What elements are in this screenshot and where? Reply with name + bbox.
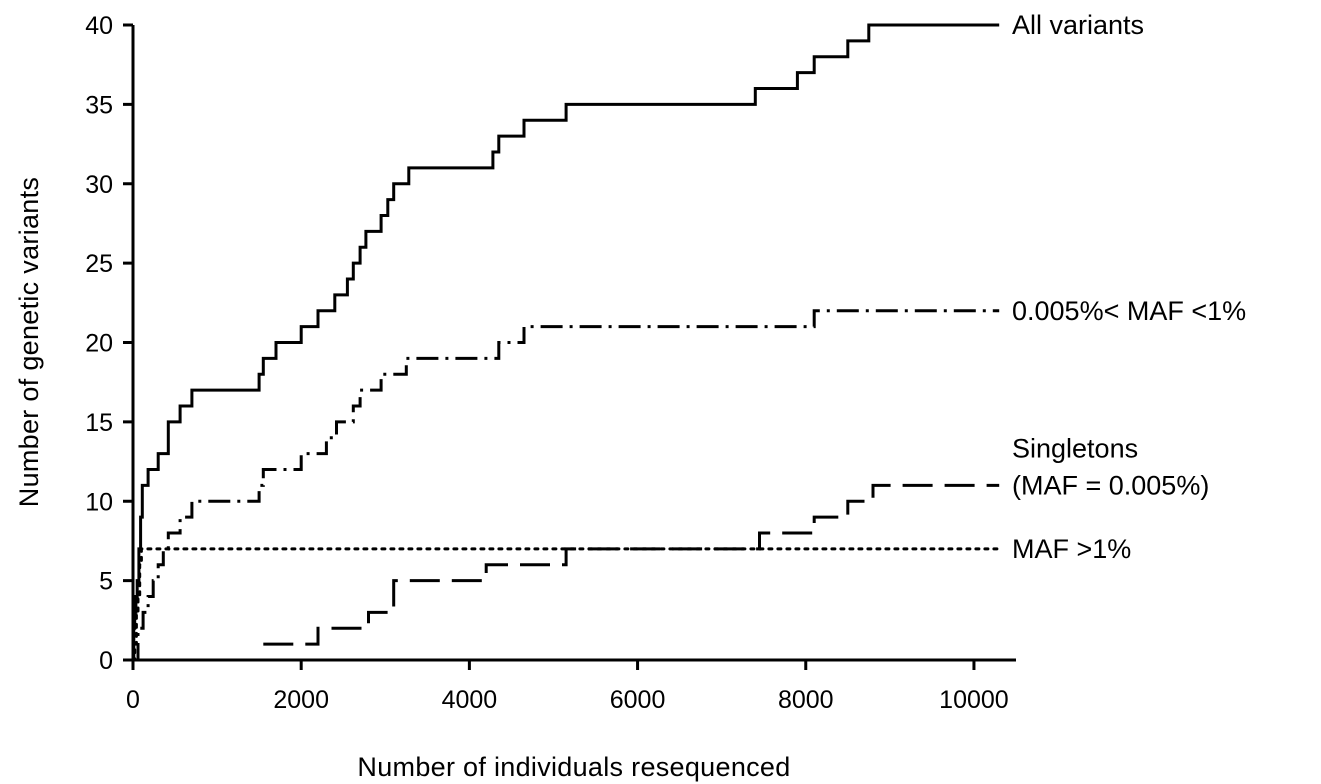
- y-tick-label: 25: [85, 250, 113, 278]
- series-label-line2: (MAF = 0.005%): [1012, 470, 1209, 500]
- axes: [131, 25, 1016, 662]
- x-tick-label: 10000: [939, 686, 1009, 714]
- y-tick-label: 15: [85, 409, 113, 437]
- y-tick-label: 40: [85, 12, 113, 40]
- series-label: All variants: [1012, 10, 1144, 40]
- x-tick-label: 6000: [610, 686, 666, 714]
- series-line-0: [132, 23, 1000, 662]
- series-labels: All variants 0.005%< MAF <1% Singletons (MA…: [1012, 10, 1246, 564]
- y-ticks: 0 5 10 15 20 25 30 35 40: [85, 12, 133, 675]
- x-tick-label: 2000: [273, 686, 329, 714]
- x-axis-title: Number of individuals resequenced: [357, 752, 790, 782]
- series-line-2: [263, 483, 1000, 646]
- y-tick-label: 10: [85, 488, 113, 516]
- y-tick-label: 30: [85, 171, 113, 199]
- series-label: 0.005%< MAF <1%: [1012, 296, 1246, 326]
- series-label: MAF >1%: [1012, 534, 1131, 564]
- x-tick-label: 8000: [778, 686, 834, 714]
- series-group: [131, 23, 1001, 662]
- y-tick-label: 5: [99, 568, 113, 596]
- x-ticks: 0 2000 4000 6000 8000 10000: [126, 660, 1009, 714]
- y-axis-title: Number of genetic variants: [14, 177, 44, 507]
- y-tick-label: 35: [85, 91, 113, 119]
- y-tick-label: 20: [85, 330, 113, 358]
- series-label: Singletons: [1012, 433, 1138, 463]
- x-tick-label: 0: [126, 686, 140, 714]
- series-line-1: [133, 309, 1000, 662]
- y-tick-label: 0: [99, 647, 113, 675]
- x-tick-label: 4000: [442, 686, 498, 714]
